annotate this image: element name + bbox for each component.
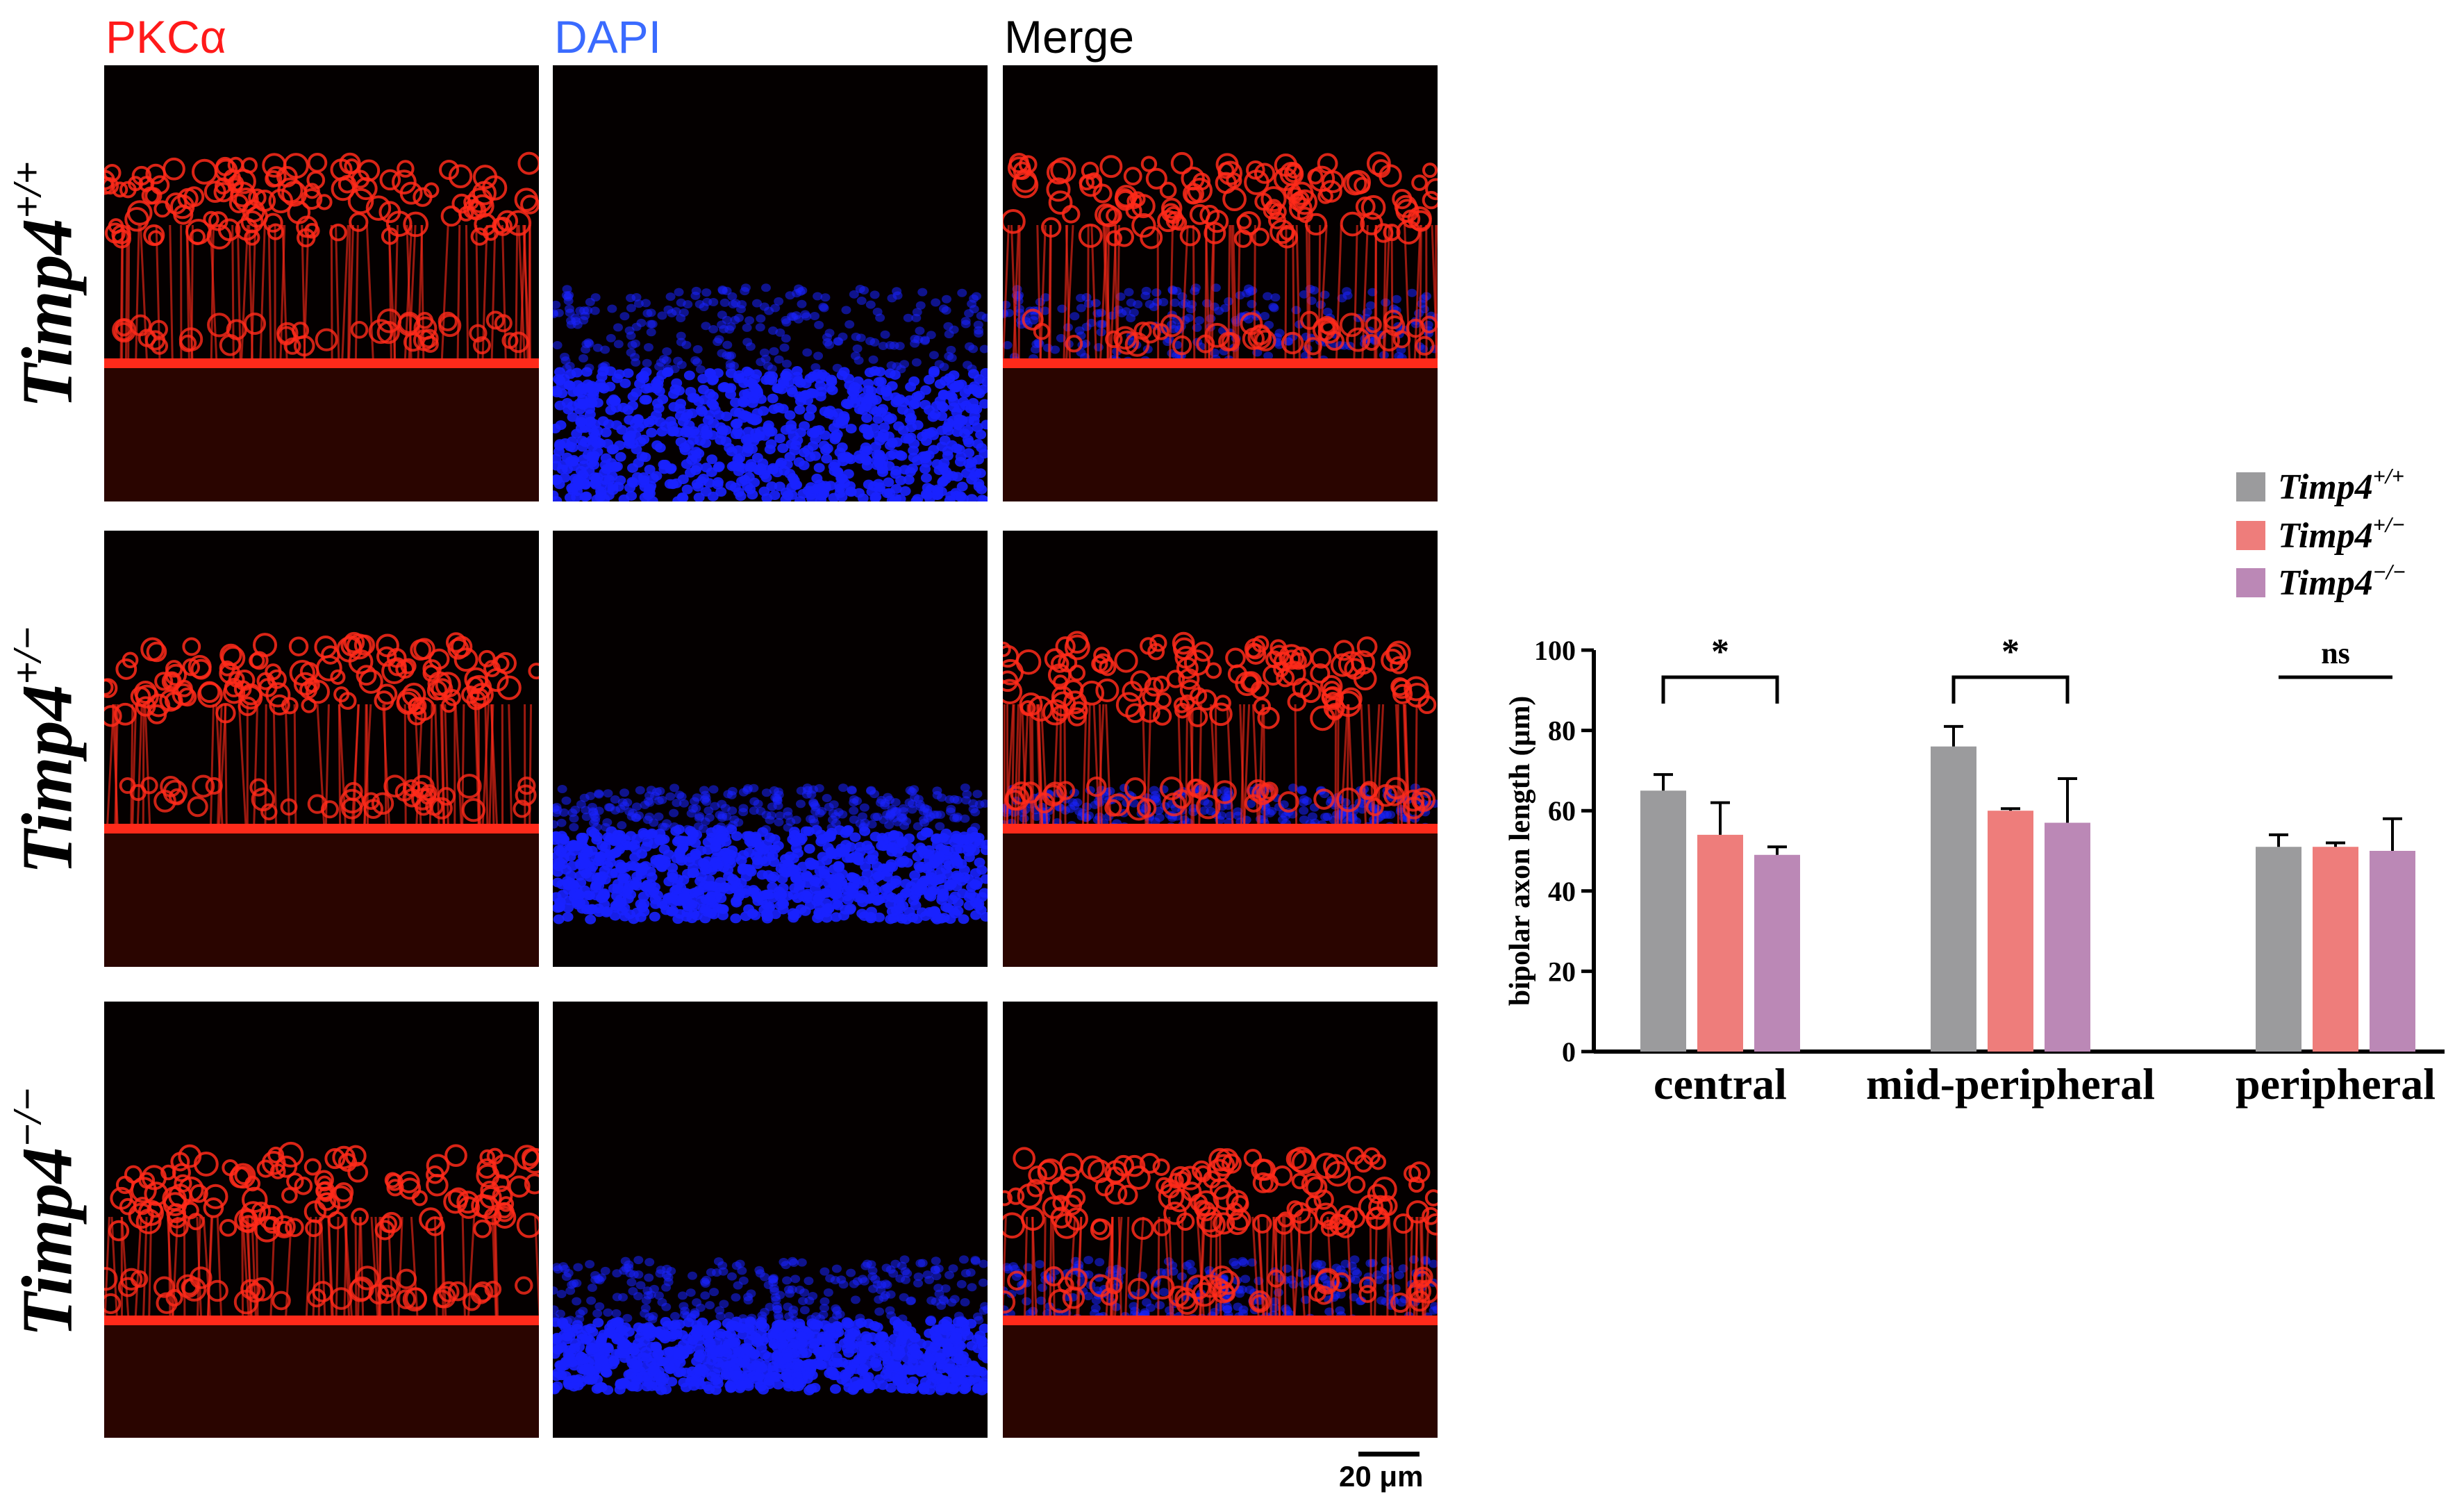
bar: [1640, 790, 1686, 1052]
micrograph-wildtype-dapi: [553, 65, 988, 501]
significance-bracket: [1951, 675, 2070, 704]
bar: [2313, 847, 2358, 1052]
bar: [1697, 834, 1743, 1052]
bar: [1754, 854, 1800, 1052]
y-tick-label: 60: [1548, 795, 1576, 827]
category-label: mid-peripheral: [1866, 1059, 2155, 1109]
scale-bar-label: 20 μm: [1339, 1460, 1424, 1493]
micrograph-knockout-dapi: [553, 1002, 988, 1438]
micrograph-heterozygous-dapi: [553, 531, 988, 967]
column-header-dapi: DAPI: [554, 11, 662, 63]
legend-swatch: [2236, 568, 2265, 597]
column-header-merge: Merge: [1004, 11, 1135, 63]
micrograph-heterozygous-pkca: [104, 531, 539, 967]
category-label: central: [1654, 1059, 1787, 1109]
legend-label: Timp4+/+: [2278, 463, 2404, 507]
y-tick-label: 100: [1534, 635, 1576, 666]
bar: [2045, 822, 2090, 1052]
y-axis-label: bipolar axon length (μm): [1504, 696, 1536, 1006]
row-label-heterozygous: Timp4+/−: [4, 626, 88, 874]
bar: [2256, 847, 2301, 1052]
legend-label: Timp4−/−: [2278, 559, 2406, 603]
y-tick-label: 0: [1562, 1036, 1576, 1068]
legend-label: Timp4+/−: [2278, 512, 2405, 556]
significance-bracket: [1661, 675, 1779, 704]
category-label: peripheral: [2236, 1059, 2436, 1109]
significance-label: ns: [2321, 636, 2350, 670]
micrograph-wildtype-merge: [1003, 65, 1438, 501]
significance-label: *: [1711, 632, 1729, 672]
micrograph-wildtype-pkca: [104, 65, 539, 501]
bar-chart: 0 20 40 60 80 100 bipolar axon length (μm) cent…: [1504, 463, 2445, 1109]
micrograph-knockout-pkca: [104, 1002, 539, 1438]
row-label-knockout: Timp4−/−: [4, 1087, 88, 1337]
y-tick-label: 20: [1548, 956, 1576, 987]
legend-swatch: [2236, 521, 2265, 550]
legend-swatch: [2236, 472, 2265, 501]
y-tick-label: 80: [1548, 715, 1576, 747]
scale-bar: [1358, 1452, 1420, 1457]
row-label-wildtype: Timp4+/+: [4, 161, 88, 408]
significance-label: *: [2001, 632, 2020, 672]
bar: [2370, 851, 2415, 1052]
micrograph-knockout-merge: [1003, 1002, 1438, 1438]
column-header-pkca: PKCα: [106, 11, 226, 63]
micrograph-heterozygous-merge: [1003, 531, 1438, 967]
y-tick-label: 40: [1548, 876, 1576, 907]
bar: [1988, 811, 2033, 1052]
bar: [1931, 746, 1976, 1052]
